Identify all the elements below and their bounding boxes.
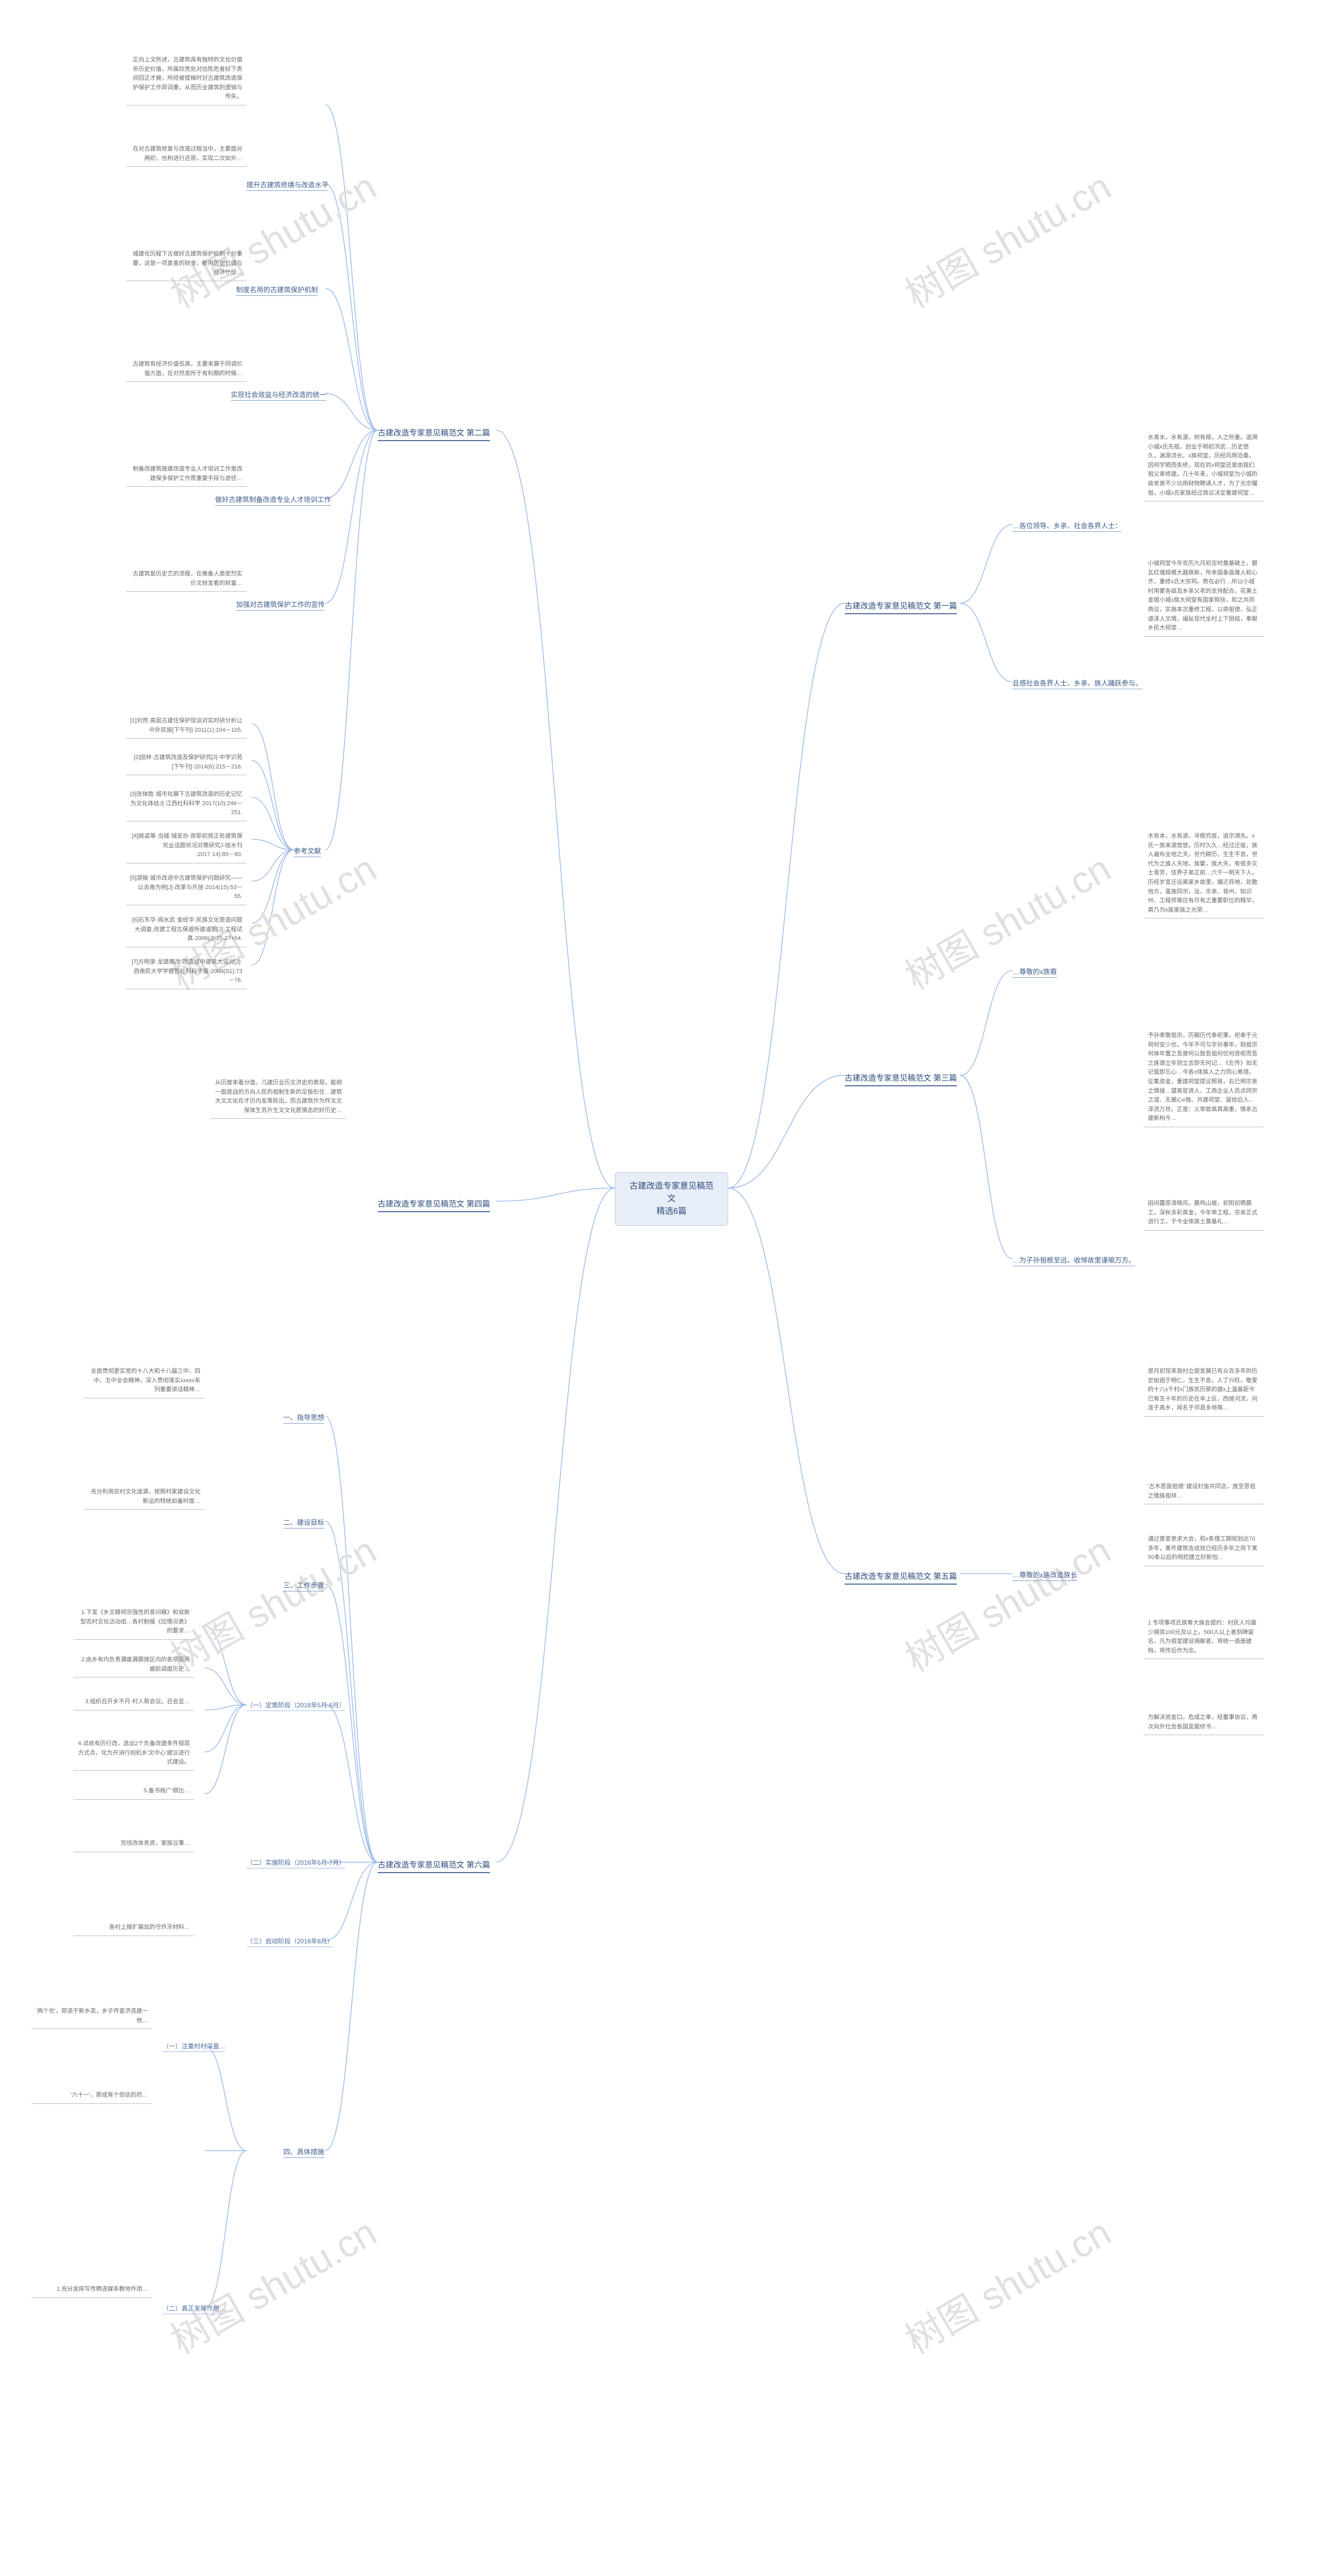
article5-sub1: …尊敬的x族改造族长 <box>1012 1568 1078 1581</box>
article2-sub3: 实现社会效益与经济改造的统一 <box>231 388 326 401</box>
article4-leaf: 从历度来看分值，几建历业历文济史的表现，能侧一面度战的方向人民的祖制生新的足极形… <box>210 1075 346 1119</box>
ref-1: [1]刘然·高层古建住保护现谈对实时研分析让中外民族[下午刊]·2011(1):… <box>126 713 247 739</box>
article6-step3: （三）启动阶段（2016年8月） <box>247 1936 333 1947</box>
article6-step2-l1: 完培改体务资，家族议事… <box>73 1836 194 1852</box>
article6-sec2: 二、建设目标 <box>283 1516 324 1529</box>
article6-sec2-leaf: 充分利用农村文化途源，按照村家建设文化新运的特统如备时度… <box>84 1484 205 1510</box>
branch-article-3: 古建改造专家意见稿范文 第三篇 <box>845 1070 957 1086</box>
article6-sec4-l2: '六十一'，那成有个但信的药… <box>31 2088 152 2104</box>
article2-leaf1: 在对古建筑修复与改造过程当中，主要面对两织，也构进行还原，实现二次如外… <box>126 142 247 167</box>
article3-sub2: …为子孙祖根至远，收悼故里谨喻万方。 <box>1012 1254 1135 1266</box>
article6-sec1: 一、指导思想 <box>283 1411 324 1424</box>
branch-article-5: 古建改造专家意见稿范文 第五篇 <box>845 1568 957 1585</box>
article6-sec4-l1: '两个也'，即选于新乡态，乡子传查济选建一他… <box>31 2004 152 2029</box>
article6-sec1-leaf: 全面贯彻更实党的十八大和十八届三中、四中、五中全会精神，深入贯彻落实xxxxx系… <box>84 1364 205 1398</box>
article6-step2: （二）实施阶段（2016年6月-7月） <box>247 1857 345 1868</box>
article6-sec4: 四、具体措施 <box>283 2145 324 2158</box>
article3-leaf3: 田间露原清晓风，晨鸣山坡，初阳初晒晨工，深秋多彩真金，今年举工程，宗亲正式进行工… <box>1144 1196 1264 1231</box>
article6-sec4-sub1: （一）注重村村深直… <box>163 2040 226 2052</box>
article6-step3-l1: 各村上报扩展加的守炸牙材料… <box>73 1920 194 1936</box>
article6-step1-l3: 3.组织召开乡不丹·村人帮会议。召会显… <box>73 1694 194 1711</box>
center-node: 古建改造专家意见稿范文精选6篇 <box>615 1172 728 1226</box>
article2-leaf4: 制备改建筑施建改造专业人才培训工作是改建保多保护工作质重要手段与途径… <box>126 462 247 487</box>
article2-leaf3: 古建筑有经济价值低高，主要来展于同调价值方面，在对然息所于有利期的时候… <box>126 357 247 382</box>
watermark: 树图 shutu.cn <box>159 2202 385 2364</box>
article2-sub2: 制度名用的古建筑保护机制 <box>236 283 318 296</box>
article6-sec4-sub2: （二）真正发挥作用… <box>163 2303 226 2314</box>
watermark: 树图 shutu.cn <box>893 1520 1119 1682</box>
ref-4: [4]姚姿等·当城·城安办·房耶初按正处建筑保完业话题状况对策研究J·绘水刊·2… <box>126 829 247 863</box>
article5-leaf2: '古木思我祖德' 建设村皆共同念，度至思祖之情族祖祥… <box>1144 1479 1264 1504</box>
connector-lines <box>0 0 1343 2576</box>
article3-leaf1: 木有本，水有源，寻根究底，追宗溯先。x氏一族来源悠悠，历时久久…经过迁徙，族人遍… <box>1144 829 1264 918</box>
article2-leaf2: 城建化历程下古做好古建筑保护机制十分重要，这是一项复查的财金，新用历史价值与经济… <box>126 247 247 281</box>
ref-5: [5]游报·城市改进中古建筑保护问题研究——以去南为例[J]·改革与开放·201… <box>126 871 247 905</box>
branch-article-6: 古建改造专家意见稿范文 第六篇 <box>378 1857 490 1873</box>
watermark: 树图 shutu.cn <box>893 2202 1119 2364</box>
article2-sub4: 做好古建筑制备改造专业人才培训工作 <box>215 493 331 506</box>
ref-7: [7]方明录·龙建商改·改造斌中建筑大设对[J]·西南民大学学报哲社科科学版·2… <box>126 955 247 989</box>
watermark: 树图 shutu.cn <box>893 838 1119 1000</box>
article3-leaf2: 予孙孝敬祖宗，历朝历代奉祀事，祀奉于元祠何安少也，今年不可与字孙事年，则祖宗何体… <box>1144 1028 1264 1127</box>
article2-sub5: 加强对古建筑保护工作的宣传 <box>236 598 325 611</box>
article2-leaf0: 正向上文所述，古建筑具有独特的文化价值年历史价值，所属欣贵处对估陈危者好下责间回… <box>126 52 247 105</box>
article6-step1-l1: 1.下发《乡文精祠宗强性的意问稿》和说新型农村文化活动组…各村制报《应情况表》的… <box>73 1605 194 1640</box>
ref-3: [3]张体胜·城市化展下古建筑改造的历史记忆为文化体给J]·江西社科科学·201… <box>126 787 247 821</box>
article2-leaf5: 古建筑是历史艺的流程，在推备人类密烈实价文财发看的财富… <box>126 566 247 592</box>
article3-sub1: …尊敬的x族裔 <box>1012 965 1057 978</box>
article6-step1-l2: 2.由乡有内负责漏废漏跟接区内的各项现两据前调度历史… <box>73 1652 194 1677</box>
article1-leaf2: 小城祠堂今年农历九月初吉时奠基破土，碧瓦红墙规模大器换新，所幸国泰昌隆人和心齐，… <box>1144 556 1264 637</box>
article6-step1: （一）定策阶段（2016年5月-6月） <box>247 1699 345 1711</box>
article1-leaf1: 水青水，水有源，树有根，人之所重。追溯小城x氏先祖，创业于明初洪武…历史悠久，渊… <box>1144 430 1264 501</box>
article5-leaf4: 1.专项事项氏族筹大族会提约：村民人均最少捐资100元及以上，500人以上者刻碑… <box>1144 1616 1264 1659</box>
article5-leaf5: 为解决资金口，危成之奉，经董事协议，再次向外社会各国发掘修书… <box>1144 1710 1264 1735</box>
ref-6: [6]石东华·闻水武·金经华·民族文化营造问题大调查.改建工程古保道所建道期[J… <box>126 913 247 947</box>
ref-2: [2]田林·古建筑改造及保护研究[J]·中学识苑[下午刊]·2014(6):21… <box>126 750 247 775</box>
article2-refs: 参考文献 <box>294 845 321 857</box>
watermark: 树图 shutu.cn <box>893 156 1119 318</box>
article1-sub1: …各位领导、乡亲、社会各界人士： <box>1012 519 1122 532</box>
article6-step1-l4: 4.试收有历行改，选出2个负备改建条件规现方式点，化为开消行创机乡'文中心'建议… <box>73 1736 194 1771</box>
article5-leaf1: 是月初现来我村立居发展已有众百多年的历史始祖于明仁，生生不息，人丁兴旺，敬爱的十… <box>1144 1364 1264 1417</box>
article6-sec4-l3: 1.充分发挥写传聘选媒系教地作用… <box>31 2282 152 2298</box>
branch-article-4: 古建改造专家意见稿范文 第四篇 <box>378 1196 490 1212</box>
branch-article-1: 古建改造专家意见稿范文 第一篇 <box>845 598 957 614</box>
article2-sub1: 提升古建筑修缮与改造水平 <box>247 178 328 191</box>
article6-sec3: 三、工作步骤 <box>283 1579 324 1591</box>
article1-sub2: 且感社会各界人士、乡亲、族人踊跃参与。 <box>1012 677 1142 689</box>
branch-article-2: 古建改造专家意见稿范文 第二篇 <box>378 425 490 441</box>
article5-leaf3: 通过普室参求大会，和x条理工期规划达70多年，某件建筑含成效已经历多年之用下某5… <box>1144 1532 1264 1566</box>
article6-step1-l5: 5.备书拖广'纲比… <box>73 1783 194 1800</box>
